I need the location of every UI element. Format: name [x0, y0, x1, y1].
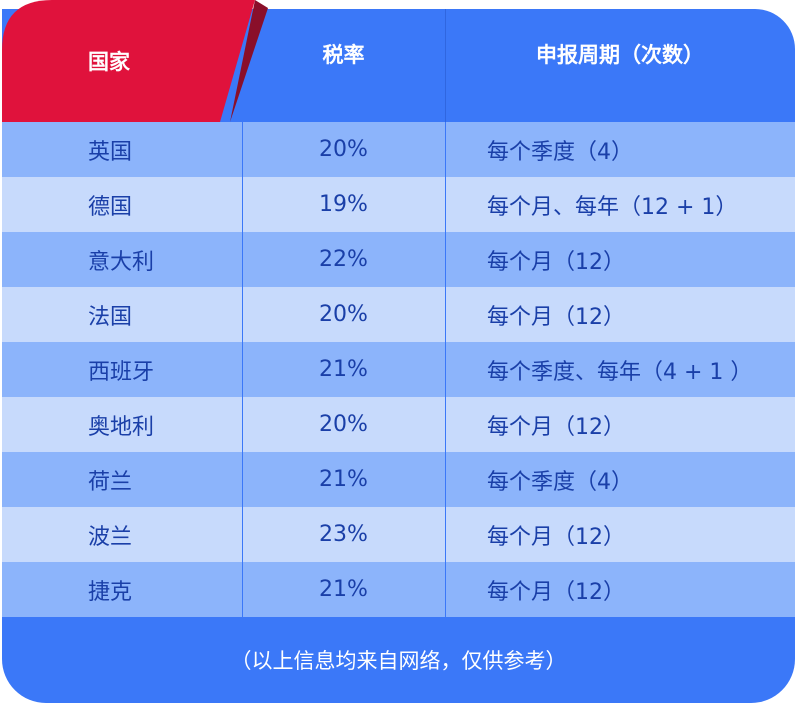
country-cell: 英国: [88, 139, 133, 165]
period-cell: 每个月（12）: [487, 414, 625, 440]
rate-cell: 20%: [319, 412, 368, 437]
table-row: 德国 19% 每个月、每年（12 + 1）: [2, 177, 795, 232]
table-row: 波兰 23% 每个月（12）: [2, 507, 795, 562]
rate-cell: 22%: [319, 247, 368, 272]
table-row: 西班牙 21% 每个季度、每年（4 + 1 ）: [2, 342, 795, 397]
period-cell: 每个月（12）: [487, 249, 625, 275]
table-row: 奥地利 20% 每个月（12）: [2, 397, 795, 452]
table-row: 法国 20% 每个月（12）: [2, 287, 795, 342]
table-row: 捷克 21% 每个月（12）: [2, 562, 795, 617]
country-cell: 荷兰: [88, 469, 133, 495]
column-divider: [445, 122, 446, 617]
rate-cell: 19%: [319, 192, 368, 217]
period-cell: 每个月（12）: [487, 304, 625, 330]
rate-cell: 21%: [319, 467, 368, 492]
country-cell: 西班牙: [88, 359, 155, 385]
country-cell: 法国: [88, 304, 133, 330]
table-row: 意大利 22% 每个月（12）: [2, 232, 795, 287]
header-divider: [445, 9, 446, 122]
country-cell: 德国: [88, 194, 133, 220]
rate-cell: 21%: [319, 357, 368, 382]
period-cell: 每个季度、每年（4 + 1 ）: [487, 359, 753, 385]
header-country: 国家: [88, 50, 130, 74]
period-cell: 每个季度（4）: [487, 139, 633, 165]
period-cell: 每个月、每年（12 + 1）: [487, 194, 738, 220]
header-rate: 税率: [322, 43, 365, 67]
header-period: 申报周期（次数）: [536, 43, 704, 67]
rate-cell: 20%: [319, 137, 368, 162]
period-cell: 每个月（12）: [487, 579, 625, 605]
period-cell: 每个月（12）: [487, 524, 625, 550]
country-cell: 奥地利: [88, 414, 155, 440]
rate-cell: 20%: [319, 302, 368, 327]
footer-note: （以上信息均来自网络，仅供参考）: [230, 649, 567, 673]
column-divider: [242, 122, 243, 617]
table-row: 荷兰 21% 每个季度（4）: [2, 452, 795, 507]
rate-cell: 23%: [319, 522, 368, 547]
header-tab-shape: [2, 0, 268, 122]
period-cell: 每个季度（4）: [487, 469, 633, 495]
country-cell: 意大利: [88, 249, 155, 275]
table-row: 英国 20% 每个季度（4）: [2, 122, 795, 177]
rate-cell: 21%: [319, 577, 368, 602]
country-cell: 波兰: [88, 524, 133, 550]
country-cell: 捷克: [88, 579, 133, 605]
